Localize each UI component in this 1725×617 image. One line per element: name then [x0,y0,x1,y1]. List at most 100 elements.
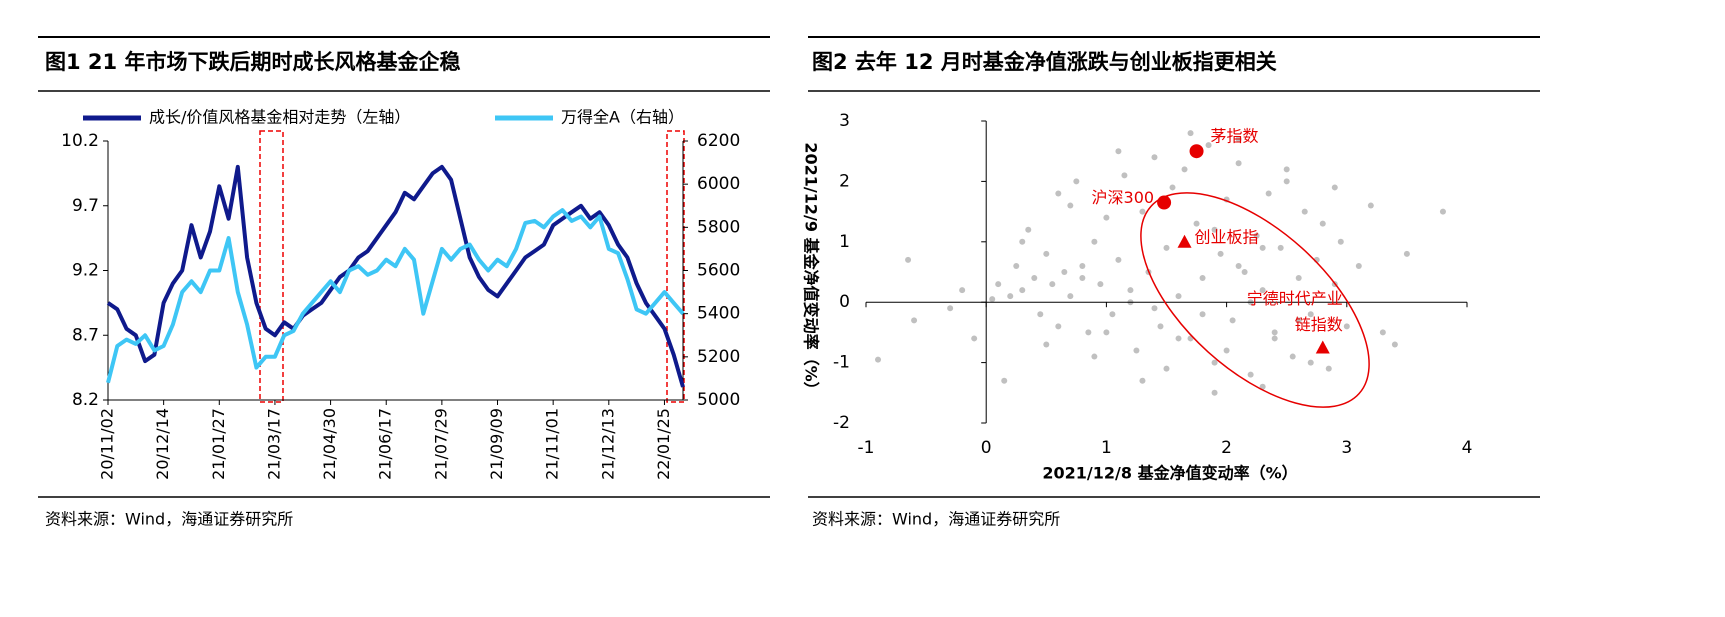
y2-tick-label: 5600 [697,261,740,281]
point [1343,323,1350,330]
point [1379,329,1386,336]
point [1157,323,1164,330]
point [1265,190,1272,197]
legend-label: 成长/价值风格基金相对走势（左轴） [149,108,410,127]
x-tick-label: 21/01/27 [209,408,228,480]
source: 资料来源：Wind，海通证券研究所 [45,510,293,529]
point [1043,250,1050,257]
point [1001,377,1008,384]
point [1259,383,1266,390]
point [1115,256,1122,263]
point [995,281,1002,288]
point [1151,154,1158,161]
point [1139,377,1146,384]
highlight-label: 宁德时代产业 [1247,289,1343,308]
point [1115,148,1122,155]
point [911,317,918,324]
point [1295,317,1302,324]
point [1241,269,1248,275]
y2-tick-label: 5200 [697,347,740,367]
point [1217,250,1224,257]
highlight-box [259,130,284,403]
ellipse [1140,192,1370,408]
x-tick-label: 21/07/29 [431,408,450,480]
x-tick-label: 4 [1462,438,1473,458]
x-tick-label: 21/04/30 [320,408,339,480]
chart-title: 图2 去年 12 月时基金净值涨跌与创业板指更相关 [812,50,1277,74]
point [1235,160,1242,167]
x-tick-label: 3 [1341,438,1352,458]
y-tick-label: 8.7 [72,325,99,345]
point [1079,262,1086,269]
y2-tick-label: 6200 [697,131,740,151]
x-tick-label: 0 [981,438,992,458]
frame [38,36,1540,498]
highlight-box [666,130,685,403]
point [1199,275,1206,282]
y-tick-label: -1 [833,353,850,373]
point [1229,317,1236,324]
point [1097,281,1104,288]
y-tick-label: 1 [839,232,850,252]
point [1277,244,1284,251]
y-tick-label: 10.2 [61,131,99,151]
point [1031,275,1038,282]
point [1199,311,1206,318]
point [1205,142,1212,149]
point [875,356,882,363]
x-tick-label: 1 [1101,438,1112,458]
highlight-point [1177,234,1192,248]
point [1235,262,1242,269]
x-tick-label: 20/12/14 [153,408,172,480]
point [1067,293,1074,300]
x-tick-label: 21/11/01 [543,408,562,480]
point [1169,184,1176,191]
point [1403,250,1410,257]
point [1055,190,1062,197]
series-line [106,164,685,388]
point [1061,269,1068,275]
y2-tick-label: 5000 [697,390,740,410]
point [959,287,966,294]
point [1307,359,1314,366]
point [947,305,954,312]
x-tick-label: -1 [858,438,875,458]
series-line [106,208,685,384]
point [1163,365,1170,372]
point [1259,287,1266,294]
source: 资料来源：Wind，海通证券研究所 [812,510,1060,529]
point [1307,311,1314,318]
highlight-label: 茅指数 [1211,127,1259,146]
point [1181,166,1188,173]
point [1175,293,1182,300]
x-tick-label: 21/09/09 [487,408,506,480]
point [1367,202,1374,209]
point [1283,166,1290,173]
point [1073,178,1080,185]
point [1253,232,1260,239]
point [1289,353,1296,360]
point [1043,341,1050,348]
point [1301,208,1308,215]
point [1019,238,1026,245]
point [1013,262,1020,269]
y2-tick-label: 5400 [697,304,740,324]
legend-label: 万得全A（右轴） [561,108,684,127]
point [1103,329,1110,336]
x-tick-label: 20/11/02 [98,408,117,480]
point [1355,262,1362,269]
point [1319,220,1326,227]
x-axis-label: 2021/12/8 基金净值变动率（%） [1042,464,1297,483]
y2-tick-label: 5800 [697,217,740,237]
point [1223,347,1230,354]
x-tick-label: 21/03/17 [264,408,283,480]
point [1127,287,1134,294]
point [1325,365,1332,372]
point [1391,341,1398,348]
point [1439,208,1446,215]
point [1331,184,1338,191]
point [971,335,978,342]
point [1085,329,1092,336]
point [905,256,912,263]
y-tick-label: -2 [833,413,850,433]
